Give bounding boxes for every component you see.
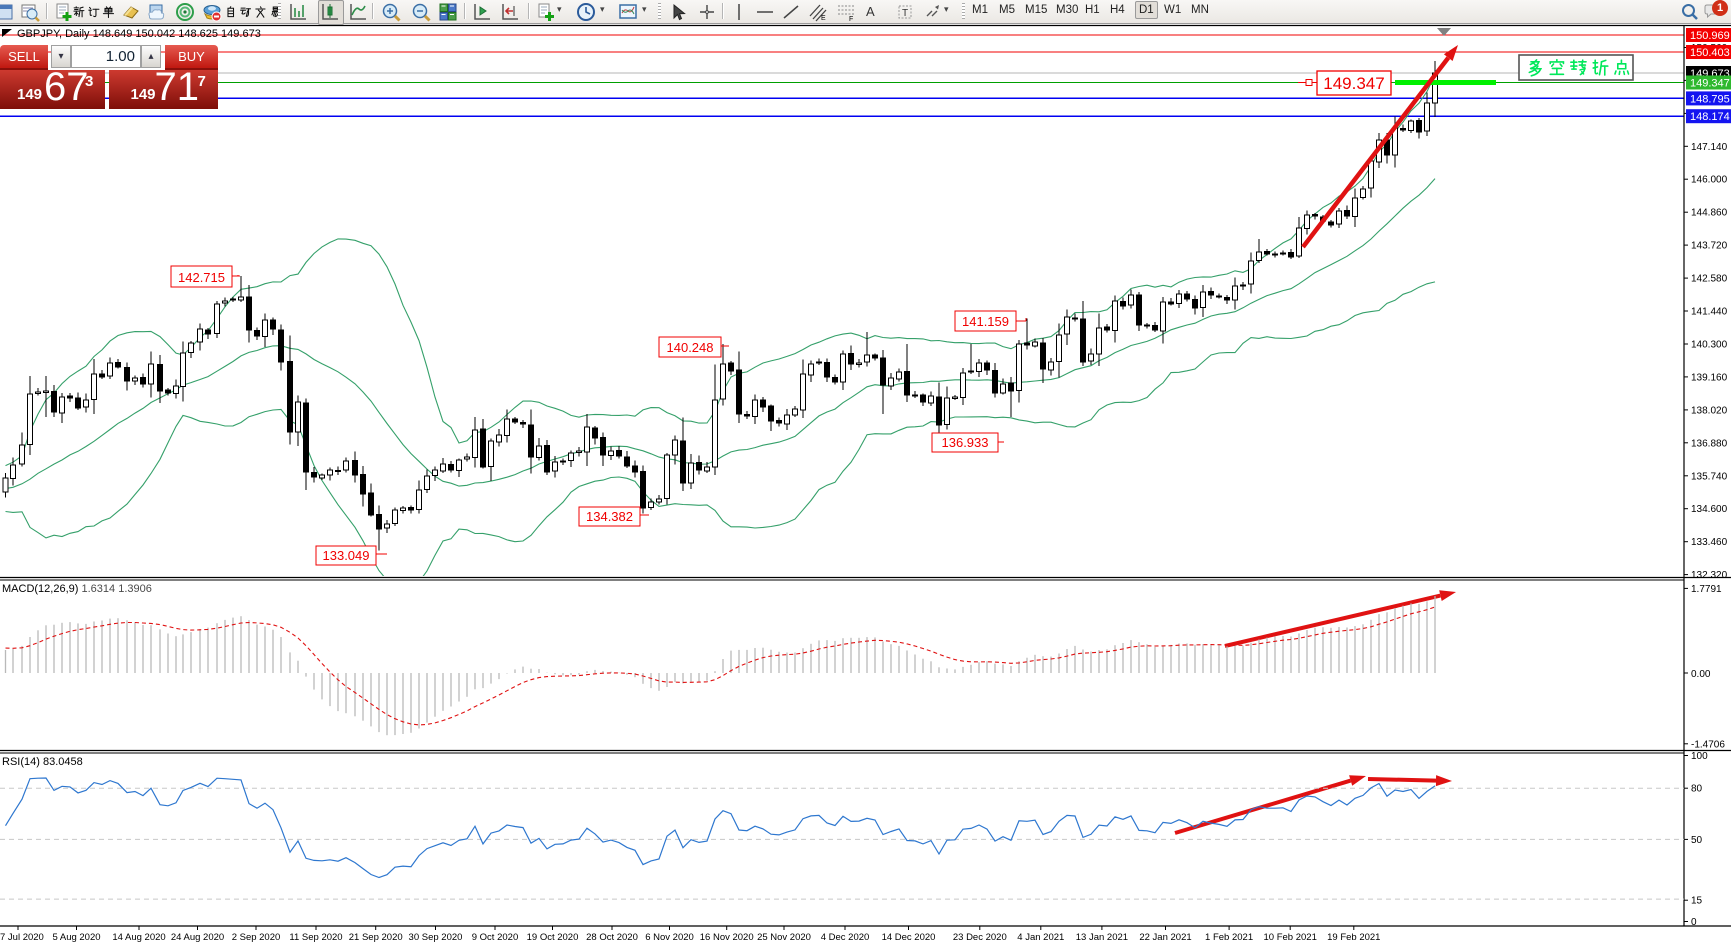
svg-text:MACD(12,26,9) 1.6314 1.3906: MACD(12,26,9) 1.6314 1.3906 [2,583,152,595]
svg-text:135.740: 135.740 [1691,471,1728,482]
svg-text:RSI(14) 83.0458: RSI(14) 83.0458 [2,756,83,768]
svg-text:9 Oct 2020: 9 Oct 2020 [472,932,518,943]
svg-text:2 Sep 2020: 2 Sep 2020 [232,932,281,943]
svg-text:GBPJPY, Daily 148.649 150.042: GBPJPY, Daily 148.649 150.042 148.625 14… [17,28,261,40]
svg-text:133.460: 133.460 [1691,537,1728,548]
svg-text:1.7791: 1.7791 [1691,584,1722,595]
svg-text:134.600: 134.600 [1691,504,1728,515]
svg-text:19 Feb 2021: 19 Feb 2021 [1327,932,1380,943]
svg-text:14 Aug 2020: 14 Aug 2020 [112,932,165,943]
svg-text:15: 15 [1691,896,1703,907]
svg-text:13 Jan 2021: 13 Jan 2021 [1076,932,1128,943]
svg-text:24 Aug 2020: 24 Aug 2020 [171,932,224,943]
svg-text:139.160: 139.160 [1691,372,1728,383]
svg-text:147.140: 147.140 [1691,142,1728,153]
svg-text:80: 80 [1691,784,1703,795]
svg-text:25 Nov 2020: 25 Nov 2020 [757,932,811,943]
svg-text:149.347: 149.347 [1323,74,1384,93]
svg-text:4 Jan 2021: 4 Jan 2021 [1017,932,1064,943]
svg-text:141.440: 141.440 [1691,307,1728,318]
svg-text:50: 50 [1691,835,1703,846]
svg-text:16 Nov 2020: 16 Nov 2020 [700,932,754,943]
svg-text:T: T [902,8,908,19]
svg-text:150.403: 150.403 [1690,47,1730,59]
svg-text:136.933: 136.933 [942,435,989,450]
svg-text:5 Aug 2020: 5 Aug 2020 [52,932,100,943]
svg-text:30 Sep 2020: 30 Sep 2020 [409,932,463,943]
svg-text:1 Feb 2021: 1 Feb 2021 [1205,932,1253,943]
svg-text:28 Oct 2020: 28 Oct 2020 [586,932,638,943]
svg-text:140.248: 140.248 [667,340,714,355]
svg-text:138.020: 138.020 [1691,405,1728,416]
svg-text:-1.4706: -1.4706 [1691,740,1725,751]
svg-text:144.860: 144.860 [1691,208,1728,219]
svg-text:149.347: 149.347 [1690,78,1730,90]
svg-text:21 Sep 2020: 21 Sep 2020 [349,932,403,943]
svg-text:11 Sep 2020: 11 Sep 2020 [289,932,342,943]
svg-text:140.300: 140.300 [1691,340,1728,351]
svg-text:148.795: 148.795 [1690,93,1730,105]
svg-text:E: E [821,15,826,22]
svg-text:143.720: 143.720 [1691,241,1728,252]
svg-text:14 Dec 2020: 14 Dec 2020 [882,932,936,943]
svg-text:136.880: 136.880 [1691,438,1728,449]
svg-text:134.382: 134.382 [586,509,633,524]
svg-text:F: F [849,16,853,22]
svg-text:100: 100 [1691,751,1708,762]
svg-text:23 Dec 2020: 23 Dec 2020 [953,932,1007,943]
svg-text:6 Nov 2020: 6 Nov 2020 [645,932,694,943]
svg-text:142.580: 142.580 [1691,274,1728,285]
svg-text:133.049: 133.049 [323,548,370,563]
svg-text:0: 0 [1691,917,1697,928]
svg-text:0.00: 0.00 [1691,669,1711,680]
svg-text:142.715: 142.715 [178,270,225,285]
svg-text:10 Feb 2021: 10 Feb 2021 [1264,932,1317,943]
svg-text:141.159: 141.159 [962,314,1009,329]
svg-text:4 Dec 2020: 4 Dec 2020 [821,932,870,943]
svg-text:22 Jan 2021: 22 Jan 2021 [1139,932,1191,943]
svg-text:150.969: 150.969 [1690,30,1730,42]
svg-text:146.000: 146.000 [1691,175,1728,186]
svg-text:132.320: 132.320 [1691,570,1728,581]
svg-text:19 Oct 2020: 19 Oct 2020 [527,932,579,943]
svg-text:148.174: 148.174 [1690,111,1730,123]
svg-text:7 Jul 2020: 7 Jul 2020 [0,932,44,943]
